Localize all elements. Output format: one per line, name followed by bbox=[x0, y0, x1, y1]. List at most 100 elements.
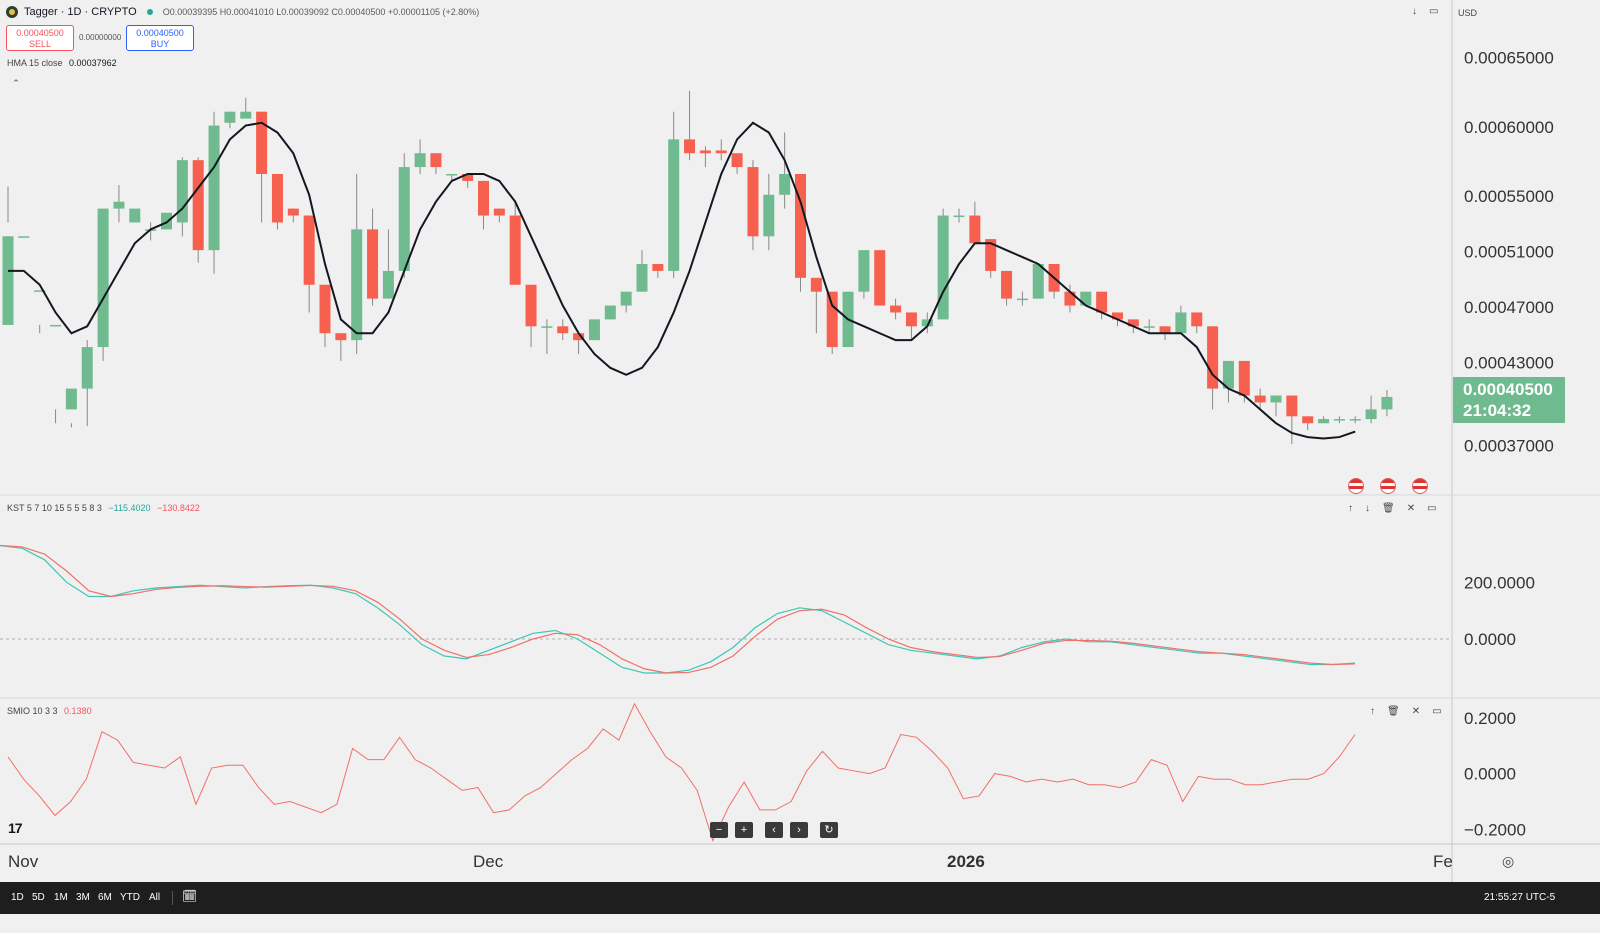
candle-up bbox=[65, 388, 77, 410]
chart-canvas[interactable]: 0.00065000 0.00060000 0.00055000 0.00051000… bbox=[0, 0, 1600, 882]
kst-legend[interactable]: KST 5 7 10 15 5 5 5 8 3 −115.4020 −130.8… bbox=[7, 503, 200, 513]
delete-icon[interactable]: 🗑 bbox=[1382, 503, 1395, 514]
hma-label: HMA 15 close bbox=[7, 58, 63, 68]
timeframe-6m-button[interactable]: 6M bbox=[98, 892, 112, 903]
us-flag-event-icon[interactable] bbox=[1380, 478, 1396, 494]
tradingview-logo[interactable]: 17 bbox=[8, 820, 23, 836]
price-tick-label: 0.00065000 bbox=[1464, 49, 1554, 68]
candle-down bbox=[1207, 326, 1219, 389]
ohlc-values: O0.00039395 H0.00041010 L0.00039092 C0.0… bbox=[162, 7, 480, 17]
candle-up bbox=[97, 208, 109, 348]
timeframe-ytd-button[interactable]: YTD bbox=[120, 892, 140, 903]
calendar-icon[interactable]: 🗓 bbox=[182, 889, 198, 903]
candle-down bbox=[985, 239, 997, 271]
close-icon[interactable]: ✕ bbox=[1406, 503, 1416, 514]
buy-button[interactable]: 0.00040500 BUY bbox=[126, 25, 194, 51]
smio-tick-label: 0.0000 bbox=[1464, 765, 1516, 784]
time-tick-label: Dec bbox=[473, 852, 504, 871]
reset-chart-button[interactable]: ↻ bbox=[820, 822, 838, 838]
sell-label: SELL bbox=[28, 39, 52, 49]
price-tick-label: 0.00055000 bbox=[1464, 187, 1554, 206]
zoom-in-button[interactable]: + bbox=[735, 822, 753, 838]
candle-up bbox=[620, 291, 632, 306]
maximize-icon[interactable]: ▭ bbox=[1427, 503, 1437, 514]
settings-icon[interactable]: ◎ bbox=[1502, 853, 1515, 869]
move-down-icon[interactable]: ↓ bbox=[1365, 503, 1370, 514]
smio-tick-label: −0.2000 bbox=[1464, 820, 1526, 839]
candle-up bbox=[668, 139, 680, 271]
timeframe-3m-button[interactable]: 3M bbox=[76, 892, 90, 903]
time-tick-label: Nov bbox=[8, 852, 39, 871]
candle-down bbox=[525, 284, 537, 327]
candle-down bbox=[890, 305, 902, 313]
buy-price: 0.00040500 bbox=[136, 28, 184, 38]
kst-signal-value: −130.8422 bbox=[157, 503, 200, 513]
candle-up bbox=[1318, 419, 1330, 424]
price-tick-label: 0.00060000 bbox=[1464, 118, 1554, 137]
candle-down bbox=[810, 277, 822, 292]
us-flag-event-icon[interactable] bbox=[1348, 478, 1364, 494]
candle-down bbox=[367, 229, 379, 299]
delete-icon[interactable]: 🗑 bbox=[1387, 706, 1400, 717]
candle-up bbox=[858, 250, 870, 292]
price-tick-label: 0.00043000 bbox=[1464, 353, 1554, 372]
candle-up bbox=[398, 167, 410, 271]
scroll-right-button[interactable]: › bbox=[790, 822, 808, 838]
candle-down bbox=[684, 139, 696, 154]
candle-up bbox=[1333, 419, 1345, 421]
candle-up bbox=[779, 174, 791, 195]
buy-label: BUY bbox=[150, 39, 170, 49]
candle-down bbox=[1112, 312, 1123, 320]
zoom-out-button[interactable]: − bbox=[710, 822, 728, 838]
candle-down bbox=[509, 215, 521, 285]
smio-line bbox=[7, 702, 1356, 842]
candle-down bbox=[652, 264, 664, 271]
candle-down bbox=[271, 174, 283, 223]
candle-down bbox=[335, 333, 347, 341]
bottom-toolbar bbox=[0, 882, 1600, 914]
candle-down bbox=[462, 174, 474, 181]
market-status-icon bbox=[146, 9, 153, 15]
symbol-title[interactable]: Tagger · 1D · CRYPTO bbox=[24, 6, 137, 18]
sell-button[interactable]: 0.00040500 SELL bbox=[6, 25, 74, 51]
coin-logo-icon bbox=[6, 6, 18, 18]
timeframe-all-button[interactable]: All bbox=[149, 892, 161, 903]
currency-label[interactable]: USD bbox=[1458, 8, 1478, 18]
candle-down bbox=[493, 208, 505, 216]
toolbar-divider bbox=[172, 891, 173, 905]
move-up-icon[interactable]: ↑ bbox=[1370, 706, 1375, 717]
maximize-icon[interactable]: ▭ bbox=[1429, 6, 1439, 17]
close-icon[interactable]: ✕ bbox=[1411, 706, 1421, 717]
kst-tick-label: 0.0000 bbox=[1464, 630, 1516, 649]
candle-down bbox=[319, 284, 331, 334]
timeframe-1m-button[interactable]: 1M bbox=[54, 892, 68, 903]
candle-down bbox=[192, 160, 204, 251]
arrow-down-icon[interactable]: ↓ bbox=[1412, 6, 1417, 17]
candle-up bbox=[1175, 312, 1187, 334]
timeframe-5d-button[interactable]: 5D bbox=[32, 892, 45, 903]
hma-legend[interactable]: HMA 15 close 0.00037962 bbox=[7, 58, 117, 68]
candle-up bbox=[588, 319, 600, 341]
candle-up bbox=[1270, 395, 1282, 403]
candle-up bbox=[1365, 409, 1377, 420]
us-flag-event-icon[interactable] bbox=[1412, 478, 1428, 494]
candle-down bbox=[731, 153, 743, 168]
scroll-left-button[interactable]: ‹ bbox=[765, 822, 783, 838]
smio-legend[interactable]: SMIO 10 3 3 0.1380 bbox=[7, 706, 92, 716]
candle-down bbox=[874, 250, 886, 306]
bar-countdown: 21:04:32 bbox=[1463, 401, 1532, 420]
clock-timezone[interactable]: 21:55:27 UTC-5 bbox=[1484, 892, 1556, 903]
kst-signal-line bbox=[0, 544, 1356, 674]
candle-up bbox=[1016, 298, 1028, 301]
candle-down bbox=[287, 208, 299, 216]
candle-down bbox=[478, 180, 489, 216]
candle-up bbox=[541, 326, 553, 328]
collapse-legend-icon[interactable]: ⌃ bbox=[12, 78, 20, 88]
maximize-icon[interactable]: ▭ bbox=[1432, 706, 1442, 717]
time-tick-label: 2026 bbox=[947, 852, 985, 871]
move-up-icon[interactable]: ↑ bbox=[1348, 503, 1353, 514]
candle-down bbox=[573, 333, 585, 341]
candle-up bbox=[1032, 264, 1044, 299]
timeframe-1d-button[interactable]: 1D bbox=[11, 892, 24, 903]
candle-down bbox=[1159, 326, 1171, 334]
